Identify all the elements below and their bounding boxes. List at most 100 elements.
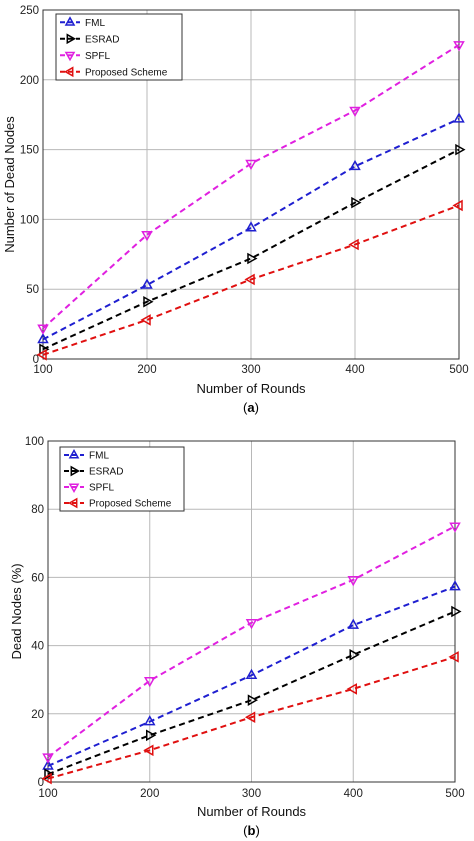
y-tick-label: 0 — [38, 777, 44, 789]
legend-item: FML — [60, 16, 105, 29]
data-point — [143, 295, 154, 308]
data-point — [448, 651, 459, 663]
legend-label: ESRAD — [85, 34, 119, 45]
data-point — [346, 683, 357, 695]
x-tick-label: 200 — [137, 364, 156, 376]
x-tick-label: 500 — [449, 364, 468, 376]
legend-marker — [64, 51, 76, 62]
legend: FML ESRAD SPFL Proposed Scheme — [55, 13, 183, 81]
legend-marker — [64, 16, 76, 26]
panel-label: (b) — [243, 823, 260, 838]
data-point — [347, 618, 360, 629]
legend-marker — [68, 448, 80, 459]
y-tick-label: 100 — [20, 214, 39, 226]
y-tick-label: 60 — [31, 572, 44, 584]
legend-item: Proposed Scheme — [64, 497, 172, 510]
series-line-proposed-scheme — [42, 204, 460, 356]
y-tick-label: 0 — [33, 354, 39, 366]
y-tick-label: 50 — [26, 284, 39, 296]
legend-box — [59, 446, 185, 512]
y-tick-label: 40 — [31, 641, 44, 653]
x-tick-label: 400 — [344, 788, 363, 800]
legend-item: SPFL — [60, 51, 110, 62]
legend-box — [55, 13, 183, 81]
data-point — [348, 238, 359, 251]
data-point — [347, 576, 360, 587]
data-point — [140, 314, 151, 326]
data-point — [349, 159, 361, 171]
data-point — [247, 694, 259, 706]
series-line-fml — [47, 585, 456, 767]
legend-label: FML — [85, 18, 105, 29]
data-point — [349, 649, 360, 661]
data-point — [42, 759, 54, 770]
legend-item: SPFL — [64, 483, 114, 494]
data-point — [245, 221, 257, 232]
axes-frame — [42, 9, 460, 360]
data-point — [143, 744, 154, 757]
legend-label: SPFL — [85, 51, 110, 62]
data-point — [244, 273, 255, 286]
y-tick-label: 100 — [25, 436, 44, 448]
legend-label: SPFL — [89, 483, 114, 494]
y-axis-label: Number of Dead Nodes — [2, 116, 17, 253]
y-tick-label: 150 — [20, 145, 39, 157]
legend-marker — [63, 66, 74, 78]
data-point — [36, 349, 47, 361]
legend-item: FML — [64, 448, 109, 462]
x-tick-label: 400 — [345, 364, 364, 376]
legend: FML ESRAD SPFL Proposed Scheme — [59, 446, 185, 512]
legend-marker — [70, 465, 81, 477]
panel-label: (a) — [243, 400, 259, 415]
data-point — [455, 143, 466, 156]
data-point — [449, 522, 461, 533]
legend-item: ESRAD — [60, 33, 119, 45]
chart-panel-a: 100 200 300 400 500 0 50 100 150 200 250 Number of … — [2, 5, 469, 415]
series-line-esrad — [47, 610, 456, 776]
y-tick-label: 80 — [31, 504, 44, 516]
data-point — [247, 252, 258, 265]
series-line-spfl — [47, 525, 456, 758]
series-line-spfl — [42, 44, 460, 330]
legend-label: Proposed Scheme — [85, 67, 168, 78]
y-tick-label: 200 — [20, 75, 39, 87]
x-axis-label: Number of Rounds — [197, 804, 307, 819]
data-point — [143, 676, 156, 688]
x-tick-label: 100 — [38, 788, 57, 800]
legend-label: FML — [89, 451, 109, 462]
x-tick-label: 500 — [445, 788, 464, 800]
legend-marker — [67, 497, 78, 509]
data-point — [452, 199, 463, 212]
series-line-proposed-scheme — [47, 655, 456, 780]
legend-item: Proposed Scheme — [60, 66, 168, 78]
legend-label: Proposed Scheme — [89, 499, 172, 510]
legend-label: ESRAD — [89, 467, 123, 478]
x-tick-label: 200 — [140, 788, 159, 800]
data-point — [37, 324, 49, 335]
axes-frame — [47, 440, 456, 783]
legend-marker — [68, 483, 80, 494]
data-point — [146, 729, 157, 742]
data-point — [449, 580, 461, 591]
data-point — [44, 768, 55, 780]
data-point — [245, 619, 258, 630]
data-point — [141, 231, 153, 242]
y-axis-label: Dead Nodes (%) — [9, 563, 24, 659]
x-tick-label: 100 — [33, 364, 52, 376]
legend-marker — [66, 33, 77, 45]
legend-item: ESRAD — [64, 465, 123, 478]
panel-letter: b — [248, 823, 256, 838]
series-line-esrad — [42, 148, 460, 351]
panel-letter: a — [247, 400, 255, 415]
data-point — [351, 196, 362, 209]
chart-panel-b: 100 200 300 400 500 0 20 40 60 80 100 Number of Rou… — [9, 436, 465, 838]
x-axis-label: Number of Rounds — [196, 381, 306, 396]
data-point — [451, 605, 462, 618]
data-point — [453, 112, 465, 123]
y-tick-label: 250 — [20, 5, 39, 17]
data-point — [245, 668, 258, 680]
x-tick-label: 300 — [242, 788, 261, 800]
series-line-fml — [42, 117, 460, 341]
data-point — [41, 772, 52, 785]
